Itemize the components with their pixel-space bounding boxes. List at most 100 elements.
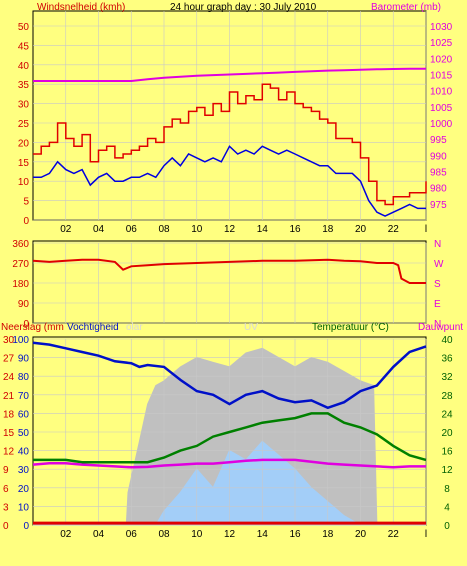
wind-panel-ticks: 0510152025303540455097598098599099510001… bbox=[18, 22, 453, 235]
barometer-tick-label: 1030 bbox=[430, 22, 453, 33]
hour-tick-label: 12 bbox=[224, 529, 236, 540]
climate-panel-line-series bbox=[32, 341, 427, 525]
hour-tick-label: 20 bbox=[355, 224, 367, 235]
humidity-tick-label: 50 bbox=[18, 428, 30, 439]
wind-tick-label: 30 bbox=[18, 100, 30, 111]
hour-tick-label: 02 bbox=[60, 224, 72, 235]
hour-tick-label: 10 bbox=[191, 224, 203, 235]
direction-panel-series bbox=[32, 258, 426, 284]
series-temperatuur-line bbox=[33, 412, 427, 464]
wind-panel-grid bbox=[33, 11, 427, 221]
direction-tick-label: 90 bbox=[18, 299, 30, 310]
solar-axis-label: olar bbox=[126, 322, 143, 333]
series-windrichting-line bbox=[32, 258, 426, 284]
rain-tick-label: 3 bbox=[3, 502, 9, 513]
barometer-tick-label: 1010 bbox=[430, 87, 453, 98]
hour-tick-label: 18 bbox=[322, 529, 334, 540]
humidity-tick-label: 30 bbox=[18, 465, 30, 476]
barometer-tick-label: 1025 bbox=[430, 38, 453, 49]
barometer-tick-label: 1020 bbox=[430, 54, 453, 65]
wind-tick-label: 20 bbox=[18, 138, 30, 149]
compass-tick-label: W bbox=[434, 259, 444, 270]
temperature-tick-label: 36 bbox=[441, 354, 453, 365]
barometer-tick-label: 980 bbox=[430, 184, 447, 195]
uv-axis-label: UV bbox=[244, 322, 258, 333]
hour-tick-label: 04 bbox=[93, 529, 105, 540]
rain-tick-label: 18 bbox=[3, 409, 15, 420]
rain-tick-label: 30 bbox=[3, 335, 15, 346]
barometer-axis-label: Barometer (mb) bbox=[371, 2, 441, 13]
wind-tick-label: 45 bbox=[18, 41, 30, 52]
temperature-tick-label: 40 bbox=[441, 335, 453, 346]
humidity-tick-label: 10 bbox=[18, 502, 30, 513]
temperature-tick-label: 12 bbox=[441, 465, 453, 476]
rain-axis-label: Neerslag (mm bbox=[1, 322, 64, 333]
compass-tick-label: E bbox=[434, 299, 441, 310]
humidity-tick-label: 80 bbox=[18, 372, 30, 383]
rain-tick-label: 12 bbox=[3, 447, 15, 458]
rain-tick-label: 6 bbox=[3, 484, 9, 495]
temperature-tick-label: 28 bbox=[441, 391, 453, 402]
direction-tick-label: 360 bbox=[12, 239, 29, 250]
barometer-tick-label: 985 bbox=[430, 168, 447, 179]
rain-tick-label: 9 bbox=[3, 465, 9, 476]
rain-tick-label: 0 bbox=[3, 521, 9, 532]
temperature-tick-label: 16 bbox=[441, 447, 453, 458]
series-dauwpunt-line bbox=[32, 458, 426, 469]
series-vochtigheid-line bbox=[32, 341, 427, 410]
wind-axis-label: Windsnelheid (kmh) bbox=[37, 2, 125, 13]
hour-tick-label: l bbox=[425, 224, 427, 235]
humidity-tick-label: 0 bbox=[23, 521, 29, 532]
barometer-tick-label: 975 bbox=[430, 200, 447, 211]
hour-tick-label: 06 bbox=[126, 224, 138, 235]
temperature-tick-label: 24 bbox=[441, 409, 453, 420]
temperature-axis-label: Temperatuur (°C) bbox=[312, 322, 389, 333]
hour-tick-label: 18 bbox=[322, 224, 334, 235]
wind-tick-label: 15 bbox=[18, 158, 30, 169]
rain-tick-label: 24 bbox=[3, 372, 15, 383]
hour-tick-label: 22 bbox=[388, 529, 400, 540]
wind-tick-label: 35 bbox=[18, 80, 30, 91]
hour-tick-label: l bbox=[425, 529, 427, 540]
hour-tick-label: 22 bbox=[388, 224, 400, 235]
hour-tick-label: 06 bbox=[126, 529, 138, 540]
hour-tick-label: 14 bbox=[257, 224, 269, 235]
hour-tick-label: 20 bbox=[355, 529, 367, 540]
barometer-tick-label: 1000 bbox=[430, 119, 453, 130]
direction-panel-ticks: 0 N 90 E 180 S 270 W 360 N bbox=[12, 239, 444, 330]
humidity-tick-label: 100 bbox=[12, 335, 29, 346]
direction-panel-grid bbox=[33, 242, 427, 324]
hour-tick-label: 08 bbox=[158, 529, 170, 540]
chart-title: 24 hour graph day : 30 July 2010 bbox=[170, 2, 317, 13]
rain-tick-label: 27 bbox=[3, 354, 15, 365]
compass-tick-label: N bbox=[434, 239, 441, 250]
hour-tick-label: 04 bbox=[93, 224, 105, 235]
direction-tick-label: 180 bbox=[12, 279, 29, 290]
hour-tick-label: 16 bbox=[289, 224, 301, 235]
hour-tick-label: 02 bbox=[60, 529, 72, 540]
climate-panel-grid bbox=[33, 338, 427, 526]
compass-tick-label: N bbox=[434, 319, 441, 330]
wind-tick-label: 5 bbox=[23, 197, 29, 208]
rain-tick-label: 21 bbox=[3, 391, 15, 402]
hour-tick-label: 12 bbox=[224, 224, 236, 235]
hour-tick-label: 14 bbox=[257, 529, 269, 540]
wind-tick-label: 25 bbox=[18, 119, 30, 130]
humidity-tick-label: 90 bbox=[18, 354, 30, 365]
hour-tick-label: 16 bbox=[289, 529, 301, 540]
series-barometer-line bbox=[33, 67, 426, 82]
hour-tick-label: 10 bbox=[191, 529, 203, 540]
temperature-tick-label: 8 bbox=[444, 484, 450, 495]
temperature-tick-label: 0 bbox=[444, 521, 450, 532]
direction-tick-label: 270 bbox=[12, 259, 29, 270]
humidity-tick-label: 70 bbox=[18, 391, 30, 402]
humidity-tick-label: 20 bbox=[18, 484, 30, 495]
dewpoint-axis-label: Dauwpunt bbox=[418, 322, 463, 333]
wind-tick-label: 40 bbox=[18, 61, 30, 72]
barometer-tick-label: 995 bbox=[430, 135, 447, 146]
wind-panel-series bbox=[33, 67, 427, 217]
hour-tick-label: 08 bbox=[158, 224, 170, 235]
